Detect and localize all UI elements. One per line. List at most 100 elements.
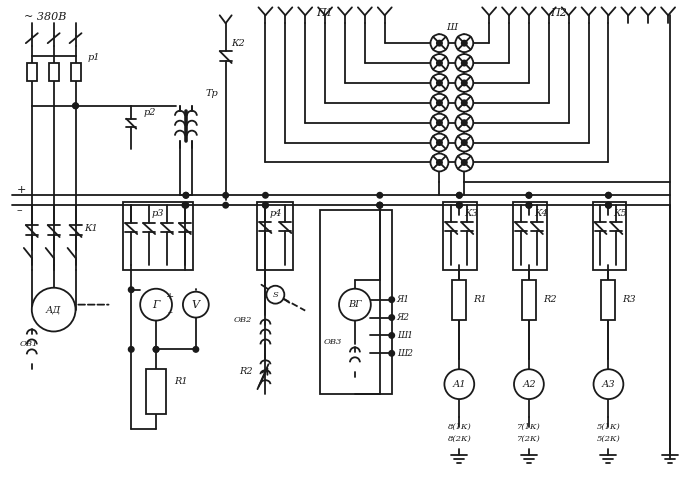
Circle shape xyxy=(462,100,467,106)
Circle shape xyxy=(266,286,284,304)
Circle shape xyxy=(606,202,611,208)
Text: Я2: Я2 xyxy=(397,313,410,322)
Circle shape xyxy=(223,202,228,208)
Text: АД: АД xyxy=(46,305,61,314)
Text: А1: А1 xyxy=(453,380,466,388)
Circle shape xyxy=(377,202,382,208)
Text: ОВ1: ОВ1 xyxy=(20,340,38,348)
Bar xyxy=(593,202,626,270)
Text: +: + xyxy=(17,185,26,195)
Text: К5: К5 xyxy=(613,209,627,218)
Text: Тр: Тр xyxy=(206,89,219,98)
Circle shape xyxy=(140,289,172,321)
Circle shape xyxy=(456,94,473,112)
Text: Ш: Ш xyxy=(446,23,457,32)
Circle shape xyxy=(430,74,448,92)
Bar xyxy=(320,210,392,394)
Bar xyxy=(513,202,547,270)
Text: р4: р4 xyxy=(269,209,281,218)
Text: 7(2К): 7(2К) xyxy=(517,435,541,443)
Text: 5(2К): 5(2К) xyxy=(596,435,620,443)
Circle shape xyxy=(456,54,473,72)
Circle shape xyxy=(462,140,467,146)
Circle shape xyxy=(430,114,448,132)
Circle shape xyxy=(377,192,382,198)
Circle shape xyxy=(183,192,189,198)
Circle shape xyxy=(445,369,474,399)
Text: К1: К1 xyxy=(85,224,98,233)
Text: 8(1К): 8(1К) xyxy=(447,423,471,431)
Circle shape xyxy=(339,289,371,321)
Text: V: V xyxy=(192,300,200,309)
Circle shape xyxy=(128,347,134,352)
Text: 8(2К): 8(2К) xyxy=(447,435,471,443)
Circle shape xyxy=(389,350,395,356)
Text: Я1: Я1 xyxy=(397,295,410,304)
Circle shape xyxy=(514,369,544,399)
Bar xyxy=(146,369,166,414)
Text: Ш1: Ш1 xyxy=(397,331,413,340)
Circle shape xyxy=(594,369,624,399)
Text: ~ 380В: ~ 380В xyxy=(24,13,66,22)
Circle shape xyxy=(456,114,473,132)
Bar xyxy=(48,63,59,81)
Circle shape xyxy=(462,80,467,86)
Bar xyxy=(443,202,477,270)
Circle shape xyxy=(32,288,76,332)
Text: П2: П2 xyxy=(550,8,567,18)
Circle shape xyxy=(263,192,268,198)
Text: +: + xyxy=(166,292,174,301)
Circle shape xyxy=(430,153,448,172)
Text: К3: К3 xyxy=(464,209,478,218)
Text: R1: R1 xyxy=(473,295,487,304)
Circle shape xyxy=(183,192,189,198)
Circle shape xyxy=(606,202,611,208)
Text: ВГ: ВГ xyxy=(348,300,362,309)
Circle shape xyxy=(430,94,448,112)
Circle shape xyxy=(526,202,531,208)
Circle shape xyxy=(606,202,611,208)
Circle shape xyxy=(73,103,79,108)
Bar xyxy=(257,202,293,270)
Text: –: – xyxy=(167,308,172,317)
Text: S: S xyxy=(273,291,278,299)
Bar xyxy=(452,280,466,320)
Circle shape xyxy=(389,333,395,338)
Circle shape xyxy=(456,134,473,151)
Circle shape xyxy=(183,292,209,318)
Circle shape xyxy=(456,34,473,52)
Circle shape xyxy=(436,60,442,66)
Circle shape xyxy=(526,192,531,198)
Text: 7(1К): 7(1К) xyxy=(517,423,541,431)
Text: К2: К2 xyxy=(232,39,245,48)
Circle shape xyxy=(462,40,467,46)
Circle shape xyxy=(462,60,467,66)
Text: ОВ2: ОВ2 xyxy=(234,316,253,323)
Circle shape xyxy=(456,202,462,208)
Circle shape xyxy=(456,74,473,92)
Circle shape xyxy=(153,347,159,352)
Circle shape xyxy=(263,202,268,208)
Text: П1: П1 xyxy=(317,8,333,18)
Circle shape xyxy=(73,103,79,108)
Circle shape xyxy=(223,192,228,198)
Bar xyxy=(522,280,536,320)
Circle shape xyxy=(456,202,462,208)
Circle shape xyxy=(436,100,442,106)
Circle shape xyxy=(436,80,442,86)
Circle shape xyxy=(436,160,442,165)
Circle shape xyxy=(182,202,188,208)
Text: А2: А2 xyxy=(522,380,535,388)
Circle shape xyxy=(377,202,382,208)
Text: р2: р2 xyxy=(143,108,156,117)
Text: ОВ3: ОВ3 xyxy=(324,338,342,347)
Circle shape xyxy=(436,120,442,125)
Text: R1: R1 xyxy=(174,377,188,386)
Circle shape xyxy=(436,140,442,146)
Circle shape xyxy=(430,54,448,72)
Text: р3: р3 xyxy=(152,209,165,218)
Circle shape xyxy=(128,287,134,293)
Circle shape xyxy=(456,153,473,172)
Text: Ш2: Ш2 xyxy=(397,349,413,358)
Circle shape xyxy=(526,202,531,208)
